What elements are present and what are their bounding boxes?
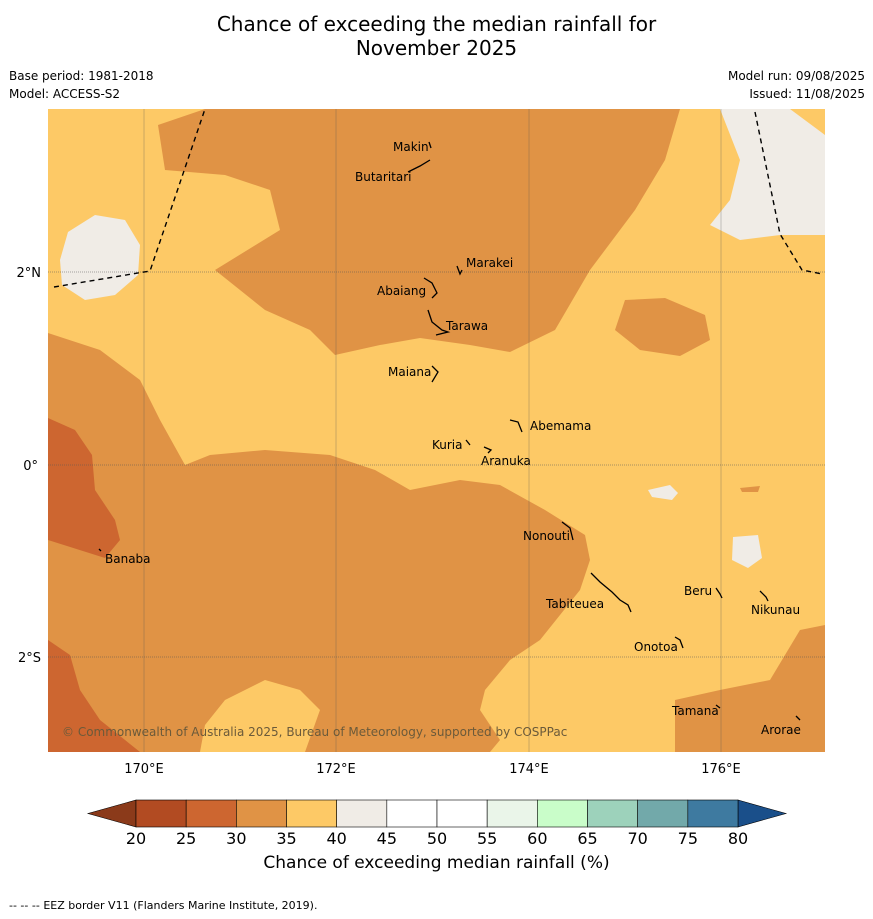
colorbar-bin <box>286 799 337 828</box>
colorbar-high-arrow <box>737 799 788 828</box>
colorbar-label: Chance of exceeding median rainfall (%) <box>263 853 610 873</box>
zone-30-35-east-blob <box>615 298 710 356</box>
colorbar-tick-label: 45 <box>377 829 397 848</box>
zone-40-45-west <box>60 215 140 300</box>
lon-label-170: 170°E <box>124 762 164 777</box>
lon-label-172: 172°E <box>316 762 356 777</box>
colorbar: 20 25 30 35 40 45 50 55 60 65 70 75 80 <box>86 799 788 848</box>
island-label-tamana: Tamana <box>671 704 719 718</box>
colorbar-tick-label: 20 <box>126 829 146 848</box>
island-label-abaiang: Abaiang <box>377 284 426 298</box>
colorbar-low-arrow <box>86 799 137 828</box>
zone-40-45-east-small-2 <box>732 535 762 568</box>
colorbar-tick-label: 80 <box>728 829 748 848</box>
zone-30-35-east-speck <box>740 486 760 492</box>
colorbar-bin <box>336 799 388 828</box>
rainfall-map: Makin Butaritari Marakei Abaiang Tarawa … <box>17 109 825 848</box>
lat-label-0: 0° <box>23 459 38 474</box>
colorbar-bin <box>436 799 488 828</box>
zone-35-40-south-pocket <box>200 680 320 752</box>
meta-left: Base period: 1981-2018 Model: ACCESS-S2 <box>9 67 154 103</box>
colorbar-tick-label: 50 <box>427 829 447 848</box>
model-run: Model run: 09/08/2025 <box>727 69 865 83</box>
zone-30-35-south <box>48 333 590 752</box>
island-label-makin: Makin <box>393 140 429 154</box>
island-label-kuria: Kuria <box>432 438 463 452</box>
colorbar-tick-label: 75 <box>678 829 698 848</box>
eez-legend-text: EEZ border V11 (Flanders Marine Institut… <box>43 899 318 912</box>
colorbar-bin <box>486 799 538 828</box>
island-label-beru: Beru <box>684 584 712 598</box>
axis-labels: 170°E 172°E 174°E 176°E 2°N 0° 2°S <box>17 266 741 777</box>
colorbar-tick-label: 40 <box>326 829 346 848</box>
colorbar-bin <box>236 799 287 828</box>
zone-40-45-east-small <box>648 485 678 500</box>
colorbar-tick-label: 70 <box>627 829 647 848</box>
lat-label-2n: 2°N <box>17 266 42 281</box>
island-label-abemama: Abemama <box>530 419 591 433</box>
colorbar-bin <box>185 799 237 828</box>
island-label-maiana: Maiana <box>388 365 431 379</box>
island-label-onotoa: Onotoa <box>634 640 678 654</box>
zone-25-30-west <box>48 418 120 558</box>
island-label-tabiteuea: Tabiteuea <box>545 597 604 611</box>
eez-legend-symbol: -- -- -- <box>9 899 40 912</box>
colorbar-bin <box>386 799 438 828</box>
island-outlines <box>98 141 801 721</box>
lon-label-176: 176°E <box>701 762 741 777</box>
zone-30-35-southeast <box>675 625 825 752</box>
colorbar-tick-label: 55 <box>477 829 497 848</box>
island-label-aranuka: Aranuka <box>481 454 531 468</box>
island-label-marakei: Marakei <box>466 256 513 270</box>
colorbar-bin <box>687 799 739 828</box>
colorbar-bin <box>135 799 187 828</box>
colorbar-tick-label: 35 <box>276 829 296 848</box>
title-line-1: Chance of exceeding the median rainfall … <box>216 12 657 36</box>
meta-right: Model run: 09/08/2025 Issued: 11/08/2025 <box>728 67 865 103</box>
colorbar-tick-label: 65 <box>577 829 597 848</box>
meridians <box>143 109 722 752</box>
colorbar-bin <box>537 799 588 828</box>
map-plot-area <box>48 109 825 752</box>
title-line-2: November 2025 <box>355 36 518 60</box>
model-name: Model: ACCESS-S2 <box>9 87 121 101</box>
issued-date: Issued: 11/08/2025 <box>749 87 865 101</box>
colorbar-tick-label: 30 <box>226 829 246 848</box>
island-label-tarawa: Tarawa <box>445 319 488 333</box>
eez-legend: -- -- -- EEZ border V11 (Flanders Marine… <box>9 899 317 912</box>
island-label-nikunau: Nikunau <box>751 603 800 617</box>
colorbar-tick-label: 25 <box>176 829 196 848</box>
colorbar-bin <box>637 799 689 828</box>
lon-label-174: 174°E <box>509 762 549 777</box>
island-label-arorae: Arorae <box>761 723 801 737</box>
map-title: Chance of exceeding the median rainfall … <box>0 12 873 60</box>
island-labels: Makin Butaritari Marakei Abaiang Tarawa … <box>105 140 801 737</box>
zone-30-35-north <box>158 109 680 355</box>
island-label-nonouti: Nonouti <box>523 529 570 543</box>
zone-25-30-southwest <box>48 640 140 752</box>
island-label-butaritari: Butaritari <box>355 170 412 184</box>
eez-border <box>53 109 823 288</box>
copyright-notice: © Commonwealth of Australia 2025, Bureau… <box>62 725 567 739</box>
island-label-banaba: Banaba <box>105 552 151 566</box>
colorbar-bin <box>587 799 638 828</box>
lat-label-2s: 2°S <box>18 651 41 666</box>
graticule <box>48 271 825 658</box>
colorbar-tick-label: 60 <box>527 829 547 848</box>
base-period: Base period: 1981-2018 <box>9 69 154 83</box>
